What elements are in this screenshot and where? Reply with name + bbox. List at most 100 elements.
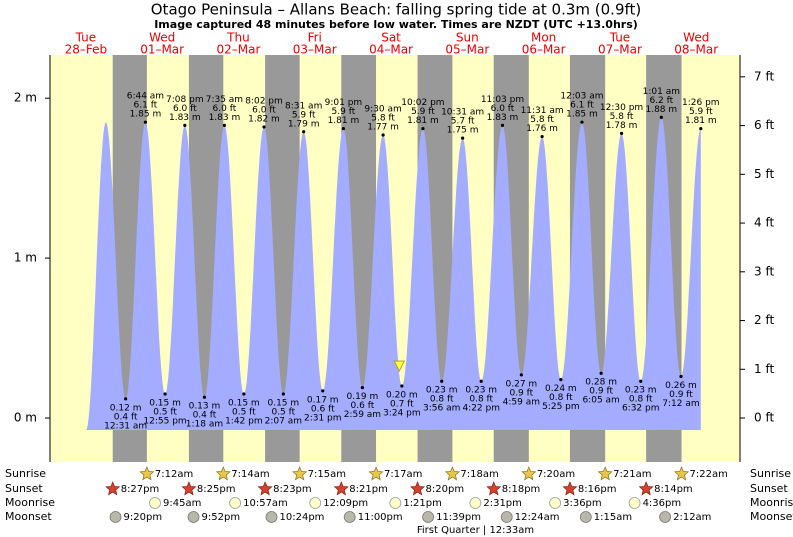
moonset-icon: [659, 511, 671, 523]
tide-label: 1.81 m: [328, 116, 360, 126]
moonset-icon: [109, 511, 122, 523]
tide-point: [281, 392, 285, 396]
moonset-icon: [265, 511, 278, 523]
sunrise-icon: [139, 466, 155, 481]
tide-label: 5.8 ft: [371, 113, 395, 123]
moonrise-time: 12:09pm: [323, 498, 368, 509]
tide-label: 6.0 ft: [173, 104, 197, 114]
tide-label: 0.5 ft: [232, 408, 256, 418]
sunset-icon: [562, 481, 578, 496]
tide-label: 0.27 m: [506, 379, 538, 389]
sunrise-time: 7:20am: [537, 469, 575, 480]
sunrise-icon: [597, 466, 613, 481]
moonset-icon: [422, 511, 434, 523]
tide-label: 0.9 ft: [589, 387, 613, 397]
row-label: Sunrise: [5, 467, 46, 480]
moonset-time: 12:24am: [515, 512, 560, 523]
sunrise-icon: [674, 466, 690, 481]
tide-label: 12:30 pm: [600, 103, 643, 113]
moonset-time: 11:00pm: [358, 512, 403, 523]
tide-point: [381, 133, 385, 137]
row-label: Sunset: [5, 482, 43, 495]
tide-label: 1.77 m: [367, 122, 399, 132]
tide-label: 0.12 m: [110, 403, 142, 413]
day-name: Thu: [226, 31, 250, 45]
tide-label: 6.2 ft: [649, 96, 673, 106]
tide-label: 0.15 m: [267, 399, 299, 409]
y2-tick-label: 2 ft: [754, 313, 774, 327]
tide-label: 1.79 m: [288, 119, 320, 129]
tide-label: 7:08 pm: [166, 95, 204, 105]
tide-label: 0.6 ft: [351, 401, 375, 411]
moonrise-icon: [628, 497, 641, 509]
moonrise-time: 9:45am: [163, 498, 201, 509]
tide-label: 5.9 ft: [332, 107, 356, 117]
tide-point: [341, 126, 346, 131]
sunrise-time: 7:18am: [460, 469, 498, 480]
moonset-time: 2:12am: [673, 512, 711, 523]
sunset-icon: [638, 481, 654, 496]
day-name: Mon: [531, 31, 556, 45]
tide-point: [639, 379, 643, 383]
sunrise-icon: [292, 466, 308, 481]
tide-label: 0.24 m: [545, 384, 577, 394]
row-label: Sunrise: [750, 467, 791, 480]
tide-label: 3:56 am: [423, 404, 460, 414]
tide-label: 6:32 pm: [622, 404, 660, 414]
tide-label: 1.88 m: [645, 105, 677, 115]
sunrise-time: 7:21am: [613, 469, 651, 480]
sunset-time: 8:23pm: [273, 484, 312, 495]
current-marker: [393, 360, 405, 372]
day-name: Tue: [75, 31, 97, 45]
tide-point: [659, 115, 663, 119]
day-date: 05–Mar: [445, 43, 489, 57]
moonset-icon: [500, 511, 513, 523]
sunset-time: 8:21pm: [349, 484, 388, 495]
tide-label: 6.1 ft: [134, 101, 158, 111]
tide-label: 0.8 ft: [430, 395, 454, 405]
sunrise-icon: [368, 466, 384, 481]
moonrise-time: 10:57am: [243, 498, 288, 509]
y2-tick-label: 4 ft: [754, 216, 774, 230]
tide-point: [500, 123, 505, 127]
day-date: 08–Mar: [674, 43, 718, 57]
tide-label: 1.81 m: [685, 116, 717, 126]
day-date: 01–Mar: [140, 43, 184, 57]
tide-label: 12:03 am: [560, 92, 603, 102]
tide-label: 1.75 m: [447, 126, 479, 136]
sunrise-time: 7:12am: [155, 469, 193, 480]
moonset-time: 9:20pm: [124, 512, 163, 523]
moonset-time: 1:15am: [594, 512, 632, 523]
chart-subtitle: Image captured 48 minutes before low wat…: [154, 18, 638, 31]
tide-point: [242, 392, 246, 396]
tide-label: 0.23 m: [465, 386, 497, 396]
day-name: Wed: [683, 31, 709, 45]
tide-label: 1.81 m: [407, 116, 439, 126]
tide-label: 8:31 am: [285, 101, 322, 111]
moonset-time: 10:24pm: [280, 512, 325, 523]
tide-label: 1.78 m: [606, 121, 638, 131]
tide-point: [519, 373, 523, 377]
tide-label: 0.17 m: [307, 395, 339, 405]
sunset-icon: [486, 481, 502, 496]
tide-point: [559, 378, 563, 382]
row-label: Sunset: [750, 482, 788, 495]
tide-label: 1.83 m: [487, 113, 519, 123]
tide-label: 1.85 m: [566, 110, 598, 120]
tide-label: 0.8 ft: [469, 395, 493, 405]
sunrise-time: 7:22am: [690, 469, 728, 480]
tide-label: 0.4 ft: [193, 411, 217, 421]
y2-tick-label: 3 ft: [754, 264, 774, 278]
tide-label: 6:05 am: [582, 396, 619, 406]
tide-label: 1.83 m: [209, 113, 241, 123]
y-tick-label: 2 m: [14, 91, 37, 105]
tide-label: 0.28 m: [585, 378, 617, 388]
tide-label: 7:12 am: [662, 399, 699, 409]
tide-label: 5.8 ft: [530, 115, 554, 125]
moonrise-icon: [229, 497, 242, 509]
tide-label: 2:07 am: [265, 417, 302, 427]
sunset-time: 8:20pm: [426, 484, 465, 495]
moonset-icon: [187, 511, 200, 523]
moonrise-icon: [149, 497, 161, 509]
tide-label: 5.9 ft: [689, 107, 713, 117]
